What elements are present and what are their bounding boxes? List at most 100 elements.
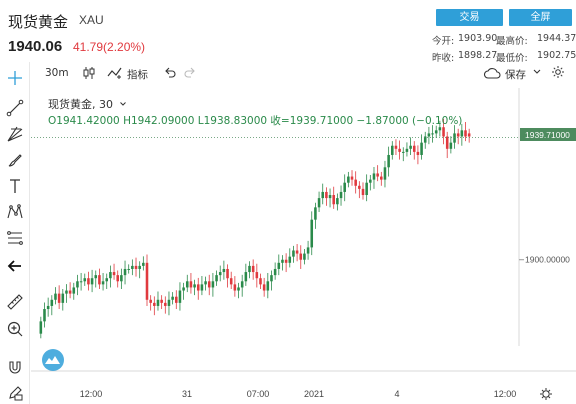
candlestick-chart[interactable]: 1939.71000 1900.00000 12:00 31 07:00 2021 4 1…: [31, 88, 576, 404]
candle-body: [57, 293, 61, 303]
candle-body: [167, 299, 171, 306]
candle-body: [248, 265, 251, 273]
candle-body: [50, 299, 54, 306]
candle-body: [431, 133, 434, 135]
candle-body: [43, 309, 46, 322]
chart-pane[interactable]: 1939.71000 1900.00000 12:00 31 07:00 2021 4 1…: [31, 88, 576, 404]
candle-body: [321, 191, 325, 199]
text-tool-icon[interactable]: [5, 176, 25, 196]
candle-body: [156, 299, 160, 306]
candle-body: [222, 268, 226, 273]
candle-body: [226, 268, 229, 279]
high-price-value: 1944.37: [537, 33, 576, 44]
candle-body: [347, 176, 350, 183]
candle-body: [306, 247, 310, 254]
legend-ohlc-values: O1941.42000 H1942.09000 L1938.83000 收=19…: [48, 115, 463, 127]
candle-body: [394, 145, 398, 149]
candle-body: [262, 284, 266, 291]
price-label: 1939.71000: [525, 130, 570, 140]
candle-body: [310, 219, 314, 248]
drawing-toolbar: [0, 62, 30, 404]
brush-icon[interactable]: [5, 150, 25, 170]
candle-body: [218, 272, 222, 276]
candle-body: [409, 145, 412, 149]
price-label-box: [520, 128, 576, 141]
instrument-title: 现货黄金: [8, 13, 69, 31]
candle-body: [65, 290, 68, 294]
trade-button[interactable]: 交易: [436, 9, 503, 26]
candle-body: [54, 293, 57, 300]
candle-body: [416, 151, 420, 155]
measure-levels-icon[interactable]: [5, 228, 25, 248]
candle-body: [372, 173, 376, 180]
pattern-icon[interactable]: [5, 202, 25, 222]
candle-body: [460, 130, 464, 137]
open-price-value: 1903.90: [458, 33, 498, 44]
fib-fan-icon[interactable]: [5, 124, 25, 144]
indicators-button[interactable]: 指标: [127, 69, 148, 81]
candle-body: [200, 284, 204, 291]
candle-body: [46, 305, 50, 310]
chart-logo-icon: [42, 349, 64, 371]
candle-body: [193, 284, 196, 288]
candle-body: [229, 278, 233, 285]
back-arrow-icon[interactable]: [5, 256, 25, 276]
time-axis-label: 4: [394, 389, 399, 399]
undo-icon[interactable]: [164, 65, 176, 82]
magnet-icon[interactable]: [5, 357, 25, 377]
indicators-icon[interactable]: [107, 66, 123, 83]
candle-body: [164, 302, 167, 306]
candle-body: [68, 290, 72, 294]
candle-body: [244, 272, 248, 282]
candle-body: [339, 191, 343, 199]
lock-pencil-icon[interactable]: [5, 383, 25, 403]
ruler-icon[interactable]: [5, 292, 25, 312]
candle-body: [445, 136, 449, 149]
candle-body: [189, 281, 193, 288]
candle-body: [273, 268, 277, 276]
candle-body: [332, 195, 335, 205]
candle-body: [281, 259, 284, 263]
price-axis-label: 1900.00000: [525, 255, 570, 265]
fullscreen-button[interactable]: 全屏: [509, 9, 572, 26]
candle-body: [109, 272, 112, 279]
candle-body: [343, 182, 346, 192]
candle-body: [405, 148, 409, 152]
save-button[interactable]: 保存: [505, 69, 526, 81]
candle-body: [237, 287, 240, 291]
candle-body: [185, 281, 189, 288]
candle-body: [131, 265, 134, 269]
candle-body: [314, 207, 317, 220]
candle-body: [207, 281, 211, 288]
time-axis-label: 07:00: [247, 389, 270, 399]
candle-body: [401, 151, 405, 153]
time-axis-label: 12:00: [80, 389, 103, 399]
prev-close-label: 昨收:: [432, 53, 455, 64]
quote-header: 现货黄金 XAU 1940.06 41.79(2.20%) 交易 全屏 今开: …: [0, 0, 576, 64]
candle-style-icon[interactable]: [82, 66, 96, 83]
interval-selector[interactable]: 30m: [45, 67, 69, 79]
candle-body: [295, 250, 299, 254]
cloud-icon[interactable]: [483, 66, 501, 83]
settings-gear-icon[interactable]: [551, 65, 565, 82]
crosshair-icon[interactable]: [5, 68, 25, 88]
chevron-down-icon[interactable]: [532, 66, 542, 81]
candle-body: [123, 268, 127, 276]
time-axis-settings-icon[interactable]: [540, 388, 552, 400]
redo-icon[interactable]: [184, 65, 196, 82]
zoom-in-icon[interactable]: [5, 319, 25, 339]
candle-body: [39, 321, 43, 334]
candle-body: [233, 284, 237, 291]
candle-body: [350, 176, 354, 180]
candle-body: [365, 182, 368, 196]
candle-body: [434, 130, 438, 134]
trend-line-icon[interactable]: [5, 98, 25, 118]
candle-body: [412, 145, 416, 152]
candle-body: [266, 281, 270, 291]
candle-body: [358, 185, 361, 189]
candle-body: [240, 281, 244, 288]
chart-legend-title: 现货黄金, 30: [48, 96, 127, 112]
candle-body: [387, 154, 390, 168]
candle-body: [196, 284, 200, 291]
legend-chevron-icon[interactable]: [119, 98, 127, 111]
